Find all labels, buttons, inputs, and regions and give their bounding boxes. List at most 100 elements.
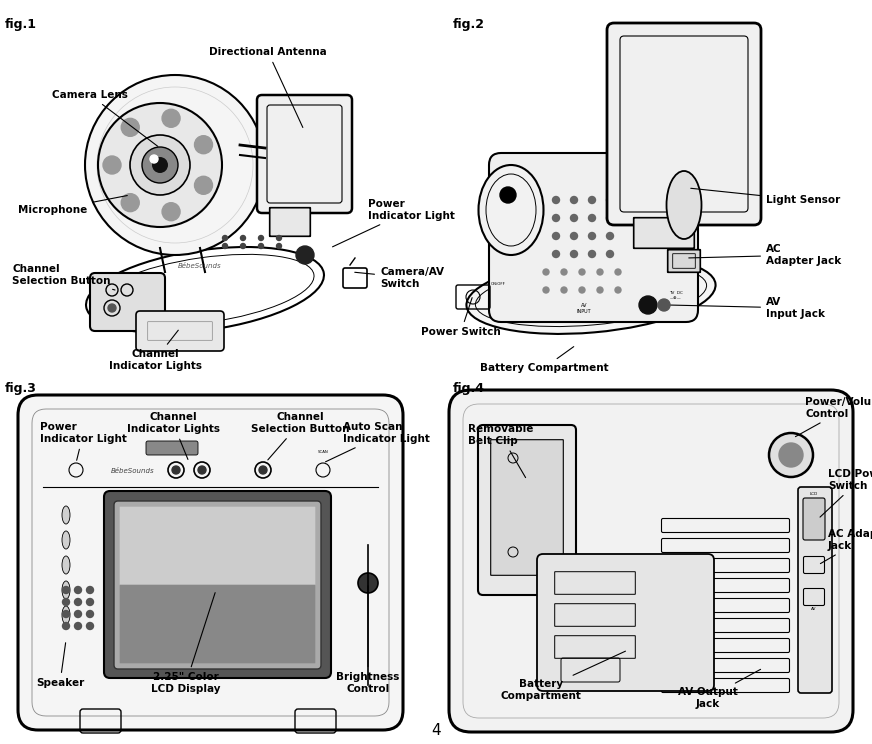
Text: Light Sensor: Light Sensor <box>691 188 841 205</box>
Circle shape <box>258 236 263 240</box>
Circle shape <box>570 196 577 204</box>
Text: BébeSounds: BébeSounds <box>112 468 155 474</box>
Ellipse shape <box>62 506 70 524</box>
Text: fig.1: fig.1 <box>5 18 37 31</box>
Circle shape <box>589 214 596 222</box>
Circle shape <box>561 287 567 293</box>
Circle shape <box>86 586 93 594</box>
Text: Camera/AV
Switch: Camera/AV Switch <box>355 267 444 289</box>
Text: AC Adapter
Jack: AC Adapter Jack <box>821 529 872 564</box>
Circle shape <box>615 269 621 275</box>
Circle shape <box>589 232 596 240</box>
FancyBboxPatch shape <box>634 218 694 248</box>
Circle shape <box>63 623 70 629</box>
FancyBboxPatch shape <box>119 507 316 586</box>
Circle shape <box>74 598 81 606</box>
Text: Power
Indicator Light: Power Indicator Light <box>332 199 455 247</box>
FancyBboxPatch shape <box>114 501 321 669</box>
Circle shape <box>553 251 560 257</box>
Circle shape <box>597 269 603 275</box>
Text: 4: 4 <box>431 723 441 738</box>
Ellipse shape <box>62 531 70 549</box>
Circle shape <box>121 193 140 211</box>
Circle shape <box>543 269 549 275</box>
Circle shape <box>579 269 585 275</box>
Text: Power
Indicator Light: Power Indicator Light <box>40 422 126 461</box>
FancyBboxPatch shape <box>489 153 698 322</box>
Circle shape <box>162 202 181 221</box>
Circle shape <box>198 466 206 474</box>
Text: AV Output
Jack: AV Output Jack <box>678 670 760 709</box>
Text: ON/OFF: ON/OFF <box>491 282 506 286</box>
Text: AV: AV <box>811 607 817 611</box>
FancyBboxPatch shape <box>449 390 853 732</box>
Text: Speaker: Speaker <box>36 643 84 688</box>
Text: Battery Compartment: Battery Compartment <box>480 347 609 373</box>
Circle shape <box>172 466 180 474</box>
Text: Directional Antenna: Directional Antenna <box>209 47 327 127</box>
Ellipse shape <box>62 556 70 574</box>
Text: fig.3: fig.3 <box>5 382 37 395</box>
Text: Microphone: Microphone <box>18 196 127 215</box>
Circle shape <box>222 236 228 240</box>
FancyBboxPatch shape <box>478 425 576 595</box>
FancyBboxPatch shape <box>119 585 316 664</box>
Text: 2.25" Color
LCD Display: 2.25" Color LCD Display <box>151 593 221 694</box>
Text: AC
Adapter Jack: AC Adapter Jack <box>689 244 841 266</box>
Text: TV  DC
—⊕—: TV DC —⊕— <box>669 292 683 300</box>
Text: AV
INPUT: AV INPUT <box>576 304 591 314</box>
FancyBboxPatch shape <box>104 491 331 678</box>
Circle shape <box>658 299 670 311</box>
Circle shape <box>150 155 158 163</box>
Circle shape <box>639 296 657 314</box>
FancyBboxPatch shape <box>90 273 165 331</box>
FancyBboxPatch shape <box>146 441 198 455</box>
Circle shape <box>553 196 560 204</box>
Text: Camera Lens: Camera Lens <box>52 90 158 147</box>
Circle shape <box>63 586 70 594</box>
Text: SCAN: SCAN <box>317 450 329 454</box>
FancyBboxPatch shape <box>537 554 714 691</box>
Circle shape <box>259 466 267 474</box>
Circle shape <box>86 611 93 618</box>
FancyBboxPatch shape <box>18 395 403 730</box>
Text: LCD: LCD <box>810 492 818 496</box>
Text: Channel
Indicator Lights: Channel Indicator Lights <box>108 330 201 371</box>
Circle shape <box>296 246 314 264</box>
Circle shape <box>63 598 70 606</box>
Circle shape <box>121 118 140 136</box>
Circle shape <box>358 573 378 593</box>
FancyBboxPatch shape <box>798 487 832 693</box>
Circle shape <box>769 433 813 477</box>
FancyBboxPatch shape <box>607 23 761 225</box>
Circle shape <box>570 251 577 257</box>
Circle shape <box>276 236 282 240</box>
Text: fig.4: fig.4 <box>453 382 485 395</box>
FancyBboxPatch shape <box>257 95 352 213</box>
Circle shape <box>500 187 516 203</box>
Circle shape <box>553 214 560 222</box>
Ellipse shape <box>62 581 70 599</box>
FancyBboxPatch shape <box>136 311 224 351</box>
Circle shape <box>86 623 93 629</box>
Text: Power Switch: Power Switch <box>421 298 501 337</box>
Ellipse shape <box>479 165 543 255</box>
Circle shape <box>241 236 246 240</box>
Circle shape <box>162 109 181 127</box>
Text: Channel
Indicator Lights: Channel Indicator Lights <box>126 412 220 460</box>
Text: Channel
Selection Button: Channel Selection Button <box>251 412 350 460</box>
Text: Channel
Selection Button: Channel Selection Button <box>12 264 115 290</box>
Circle shape <box>108 304 116 312</box>
FancyBboxPatch shape <box>491 440 563 575</box>
Text: Battery
Compartment: Battery Compartment <box>501 651 625 701</box>
Text: Removable
Belt Clip: Removable Belt Clip <box>468 424 534 478</box>
Circle shape <box>570 232 577 240</box>
Text: Power/Volume
Control: Power/Volume Control <box>795 397 872 437</box>
Text: Auto Scan
Indicator Light: Auto Scan Indicator Light <box>325 422 430 462</box>
Circle shape <box>779 443 803 467</box>
Text: Brightness
Control: Brightness Control <box>337 586 399 694</box>
Ellipse shape <box>467 256 716 334</box>
Ellipse shape <box>666 171 701 239</box>
Circle shape <box>579 287 585 293</box>
FancyBboxPatch shape <box>803 498 825 540</box>
